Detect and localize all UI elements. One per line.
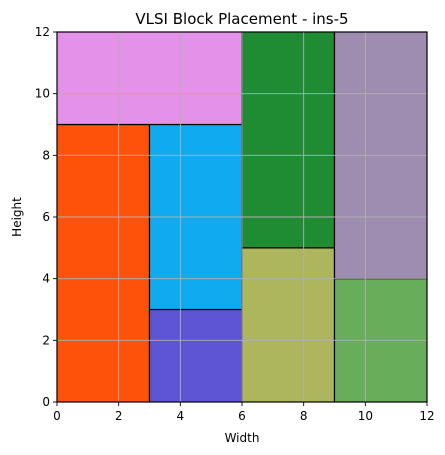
x-tick-label: 8 <box>300 409 308 423</box>
x-tick-label: 4 <box>177 409 185 423</box>
x-tick-label: 2 <box>115 409 123 423</box>
block-5 <box>241 247 336 403</box>
x-tick-label: 10 <box>358 409 373 423</box>
block-6 <box>241 31 336 249</box>
block-2 <box>148 308 243 403</box>
y-axis-label: Height <box>10 197 24 237</box>
y-tick-label: 8 <box>42 148 50 162</box>
x-axis-label: Width <box>225 431 260 445</box>
x-tick-label: 6 <box>238 409 246 423</box>
y-tick-label: 0 <box>42 395 50 409</box>
y-tick-label: 12 <box>35 25 50 39</box>
y-tick-label: 2 <box>42 333 50 347</box>
x-tick-label: 0 <box>53 409 61 423</box>
plot-area: 0 2 4 6 8 10 12 0 2 4 6 8 10 12 <box>35 25 435 423</box>
block-4 <box>56 31 243 126</box>
y-tick-label: 10 <box>35 87 50 101</box>
x-tick-label: 12 <box>419 409 434 423</box>
y-tick-label: 4 <box>42 272 50 286</box>
y-tick-label: 6 <box>42 210 50 224</box>
block-1 <box>56 123 151 403</box>
chart-title: VLSI Block Placement - ins-5 <box>135 10 348 28</box>
